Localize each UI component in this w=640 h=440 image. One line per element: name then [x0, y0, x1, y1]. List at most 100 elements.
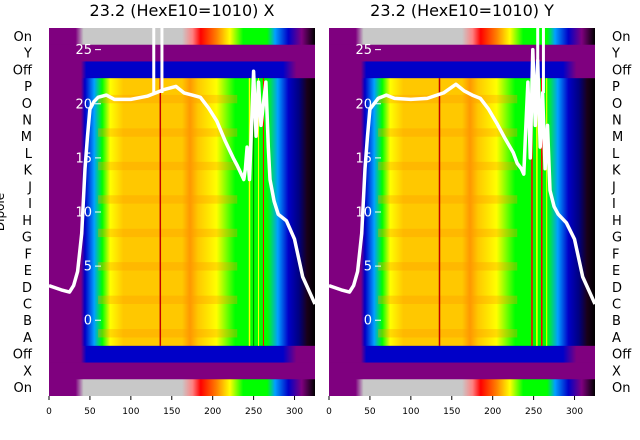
category-label: X — [23, 364, 32, 379]
x-tick-label: 250 — [525, 407, 542, 417]
overlay-tick-label: 10 — [75, 206, 92, 221]
category-label: A — [612, 331, 621, 346]
chart-title: 23.2 (HexE10=1010) Y — [370, 1, 554, 20]
heatmap-row — [49, 262, 315, 280]
heatmap-row — [49, 44, 315, 63]
overlay-tick-label: 0 — [84, 314, 92, 329]
row-shading — [98, 128, 238, 137]
row-shading — [98, 329, 238, 338]
category-label: H — [612, 214, 622, 229]
heatmap-row — [49, 178, 315, 196]
heatmap-row — [329, 362, 595, 380]
heatmap-row — [329, 161, 595, 180]
heatmap-row — [49, 245, 315, 263]
heatmap-row — [49, 295, 315, 313]
heatmap-row — [49, 379, 315, 396]
category-label: I — [612, 197, 616, 212]
category-label: M — [21, 130, 32, 145]
heatmap-row — [329, 345, 595, 364]
overlay-tick-label: 20 — [75, 97, 92, 112]
category-label: M — [612, 130, 623, 145]
row-shading — [378, 128, 518, 137]
row-shading — [378, 195, 518, 204]
x-tick-label: 150 — [443, 407, 460, 417]
category-label: L — [612, 147, 620, 162]
category-label: G — [22, 231, 32, 246]
overlay-tick-label: 15 — [75, 151, 92, 166]
category-label: D — [612, 281, 622, 296]
category-label: B — [612, 314, 621, 329]
heatmap-area — [49, 28, 315, 396]
heatmap-row — [49, 345, 315, 364]
category-label: H — [22, 214, 32, 229]
heatmap-row — [329, 278, 595, 297]
category-label: J — [27, 180, 32, 195]
x-tick-label: 0 — [46, 407, 52, 417]
row-shading — [378, 228, 518, 238]
category-label: B — [23, 314, 32, 329]
heatmap-row — [49, 212, 315, 230]
category-label: N — [22, 114, 32, 129]
row-shading — [378, 94, 518, 104]
heatmap-row — [329, 312, 595, 330]
x-tick-label: 150 — [163, 407, 180, 417]
category-label: Off — [13, 348, 33, 363]
category-label: On — [14, 30, 32, 45]
heatmap-row — [49, 78, 315, 96]
heatmap-row — [329, 228, 595, 247]
heatmap-row — [329, 212, 595, 230]
category-label: F — [25, 247, 32, 262]
heatmap-row — [49, 61, 315, 79]
category-label: A — [23, 331, 32, 346]
overlay-line — [49, 69, 315, 305]
category-label: N — [612, 114, 622, 129]
heatmap-row — [49, 362, 315, 380]
overlay-tick-label: 20 — [355, 97, 372, 112]
x-tick-label: 100 — [402, 407, 419, 417]
x-tick-label: 250 — [245, 407, 262, 417]
row-shading — [378, 329, 518, 338]
heatmap-row — [329, 78, 595, 96]
category-label: C — [612, 298, 621, 313]
category-label: Off — [612, 63, 632, 78]
category-label: Off — [612, 348, 632, 363]
overlay-tick-label: 15 — [355, 151, 372, 166]
heatmap-row — [329, 61, 595, 79]
heatmap-row — [329, 44, 595, 63]
heatmap-row — [49, 329, 315, 347]
heatmap-row — [329, 295, 595, 313]
row-shading — [98, 161, 238, 171]
category-label: On — [14, 381, 32, 396]
overlay-tick-label: 0 — [364, 314, 372, 329]
category-label: J — [611, 180, 616, 195]
row-shading — [98, 262, 238, 271]
heatmap-row — [329, 329, 595, 347]
overlay-tick-label: 25 — [355, 43, 372, 58]
category-label: E — [612, 264, 620, 279]
category-label: C — [23, 298, 32, 313]
heatmap-row — [49, 128, 315, 146]
row-shading — [98, 94, 238, 104]
heatmap-row — [329, 178, 595, 196]
x-tick-label: 50 — [84, 407, 96, 417]
row-shading — [378, 262, 518, 271]
category-label: O — [22, 97, 32, 112]
row-shading — [98, 195, 238, 204]
category-label: Off — [13, 63, 33, 78]
heatmap-area — [329, 28, 595, 396]
heatmap-row — [49, 111, 315, 129]
overlay-tick-label: 25 — [75, 43, 92, 58]
row-shading — [98, 228, 238, 238]
category-label: D — [22, 281, 32, 296]
heatmap-row — [49, 195, 315, 213]
category-label: F — [612, 247, 619, 262]
x-tick-label: 200 — [204, 407, 221, 417]
overlay-tick-label: 5 — [84, 260, 92, 275]
x-tick-label: 100 — [122, 407, 139, 417]
category-label: E — [24, 264, 32, 279]
row-shading — [378, 161, 518, 171]
category-label: X — [612, 364, 621, 379]
